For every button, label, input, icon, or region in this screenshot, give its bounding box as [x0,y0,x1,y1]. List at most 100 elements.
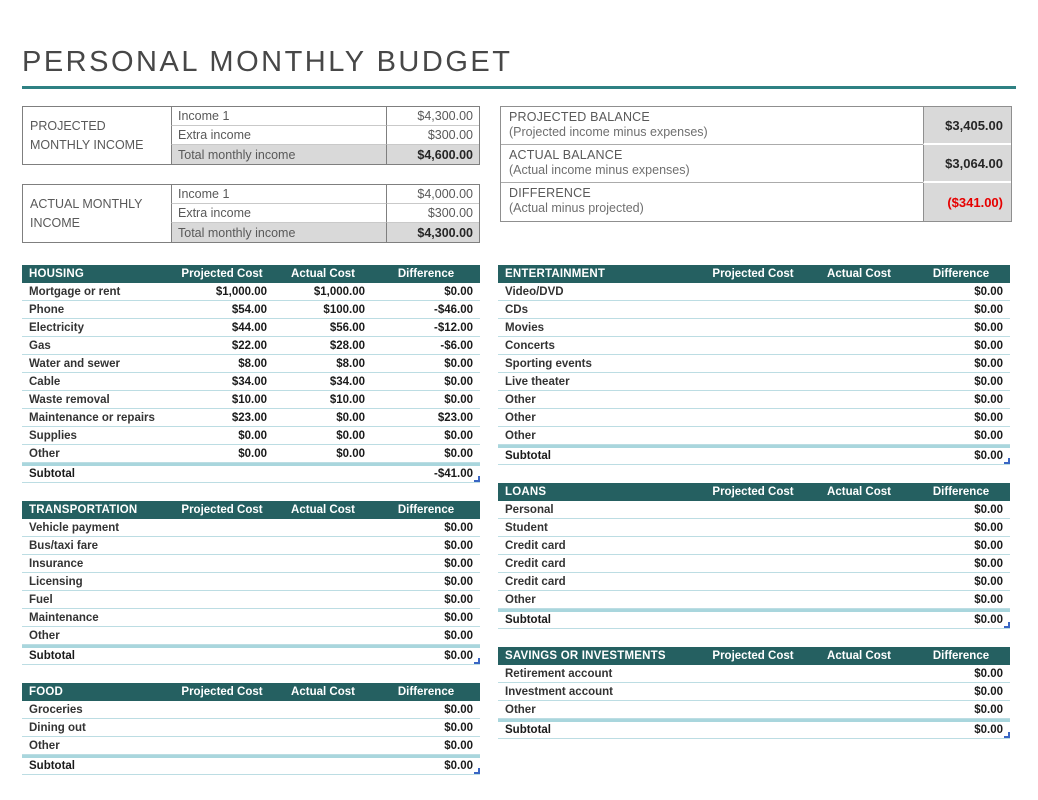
row-label-cell[interactable]: Other [505,393,536,406]
difference-cell[interactable]: $0.00 [444,739,473,752]
actual-cost-cell[interactable]: $0.00 [336,429,365,442]
subtotal-difference-cell[interactable]: $0.00 [912,614,1010,628]
difference-cell[interactable]: $0.00 [974,539,1003,552]
income-row-value[interactable]: $300.00 [386,204,479,223]
projected-cost-cell[interactable]: $54.00 [231,303,267,316]
income-total-label[interactable]: Total monthly income [171,145,386,164]
projected-cost-cell[interactable]: $10.00 [231,393,267,406]
actual-cost-cell[interactable]: $1,000.00 [313,285,365,298]
projected-cost-cell[interactable]: $22.00 [231,339,267,352]
row-label-cell[interactable]: Video/DVD [505,285,564,298]
income-row-value[interactable]: $4,300.00 [386,107,479,126]
difference-cell[interactable]: $0.00 [974,411,1003,424]
subtotal-difference-cell[interactable]: -$41.00 [372,468,480,482]
table-resize-handle-icon[interactable] [474,658,480,664]
projected-cost-cell[interactable]: $44.00 [231,321,267,334]
difference-cell[interactable]: $0.00 [974,557,1003,570]
actual-cost-cell[interactable]: $0.00 [336,447,365,460]
actual-cost-cell[interactable]: $28.00 [329,339,365,352]
difference-cell[interactable]: $0.00 [974,521,1003,534]
row-label-cell[interactable]: Other [505,429,536,442]
difference-cell[interactable]: $0.00 [974,667,1003,680]
subtotal-label[interactable]: Subtotal [29,650,75,662]
row-label-cell[interactable]: Fuel [29,593,53,606]
row-label-cell[interactable]: Licensing [29,575,83,588]
difference-cell[interactable]: $0.00 [444,611,473,624]
projected-cost-cell[interactable]: $8.00 [238,357,267,370]
row-label-cell[interactable]: Student [505,521,548,534]
row-label-cell[interactable]: Other [505,593,536,606]
difference-cell[interactable]: $0.00 [974,339,1003,352]
row-label-cell[interactable]: Investment account [505,685,613,698]
subtotal-label[interactable]: Subtotal [29,760,75,772]
row-label-cell[interactable]: Personal [505,503,554,516]
subtotal-label[interactable]: Subtotal [505,724,551,736]
difference-cell[interactable]: $0.00 [444,575,473,588]
projected-cost-cell[interactable]: $1,000.00 [215,285,267,298]
row-label-cell[interactable]: Electricity [29,321,84,334]
actual-cost-cell[interactable]: $8.00 [336,357,365,370]
row-label-cell[interactable]: Dining out [29,721,86,734]
income-total-label[interactable]: Total monthly income [171,223,386,242]
difference-cell[interactable]: $0.00 [974,375,1003,388]
actual-cost-cell[interactable]: $34.00 [329,375,365,388]
income-total-value[interactable]: $4,600.00 [386,145,479,164]
difference-cell[interactable]: $0.00 [444,557,473,570]
row-label-cell[interactable]: Movies [505,321,544,334]
difference-value[interactable]: ($341.00) [923,183,1011,221]
difference-cell[interactable]: $0.00 [444,357,473,370]
difference-cell[interactable]: $0.00 [444,447,473,460]
difference-cell[interactable]: $0.00 [974,357,1003,370]
row-label-cell[interactable]: Supplies [29,429,77,442]
difference-cell[interactable]: $0.00 [974,575,1003,588]
row-label-cell[interactable]: Gas [29,339,51,352]
row-label-cell[interactable]: Cable [29,375,61,388]
row-label-cell[interactable]: CDs [505,303,529,316]
projected-cost-cell[interactable]: $0.00 [238,447,267,460]
projected-cost-cell[interactable]: $23.00 [231,411,267,424]
table-resize-handle-icon[interactable] [474,476,480,482]
difference-cell[interactable]: $0.00 [974,429,1003,442]
difference-cell[interactable]: $0.00 [974,593,1003,606]
row-label-cell[interactable]: Credit card [505,557,566,570]
difference-cell[interactable]: $0.00 [444,721,473,734]
difference-cell[interactable]: $0.00 [974,703,1003,716]
row-label-cell[interactable]: Maintenance or repairs [29,411,155,424]
difference-cell[interactable]: $0.00 [974,303,1003,316]
row-label-cell[interactable]: Other [29,629,60,642]
income-total-value[interactable]: $4,300.00 [386,223,479,242]
row-label-cell[interactable]: Other [29,447,60,460]
row-label-cell[interactable]: Credit card [505,539,566,552]
income-row-label[interactable]: Income 1 [171,185,386,204]
row-label-cell[interactable]: Waste removal [29,393,110,406]
subtotal-label[interactable]: Subtotal [505,614,551,626]
difference-cell[interactable]: $0.00 [444,375,473,388]
difference-cell[interactable]: $0.00 [444,539,473,552]
row-label-cell[interactable]: Live theater [505,375,570,388]
row-label-cell[interactable]: Retirement account [505,667,613,680]
difference-cell[interactable]: $0.00 [974,285,1003,298]
income-row-label[interactable]: Extra income [171,126,386,145]
actual-balance-value[interactable]: $3,064.00 [923,145,1011,183]
table-resize-handle-icon[interactable] [1004,622,1010,628]
income-row-value[interactable]: $300.00 [386,126,479,145]
row-label-cell[interactable]: Maintenance [29,611,99,624]
table-resize-handle-icon[interactable] [1004,732,1010,738]
row-label-cell[interactable]: Other [505,411,536,424]
difference-cell[interactable]: $0.00 [974,321,1003,334]
actual-cost-cell[interactable]: $10.00 [329,393,365,406]
difference-cell[interactable]: $0.00 [444,393,473,406]
subtotal-difference-cell[interactable]: $0.00 [372,650,480,664]
difference-cell[interactable]: $0.00 [974,685,1003,698]
subtotal-label[interactable]: Subtotal [505,450,551,462]
subtotal-difference-cell[interactable]: $0.00 [912,724,1010,738]
difference-cell[interactable]: $0.00 [444,521,473,534]
subtotal-difference-cell[interactable]: $0.00 [912,450,1010,464]
row-label-cell[interactable]: Concerts [505,339,555,352]
row-label-cell[interactable]: Groceries [29,703,83,716]
difference-cell[interactable]: $0.00 [444,629,473,642]
row-label-cell[interactable]: Phone [29,303,65,316]
income-row-value[interactable]: $4,000.00 [386,185,479,204]
row-label-cell[interactable]: Insurance [29,557,84,570]
income-row-label[interactable]: Extra income [171,204,386,223]
